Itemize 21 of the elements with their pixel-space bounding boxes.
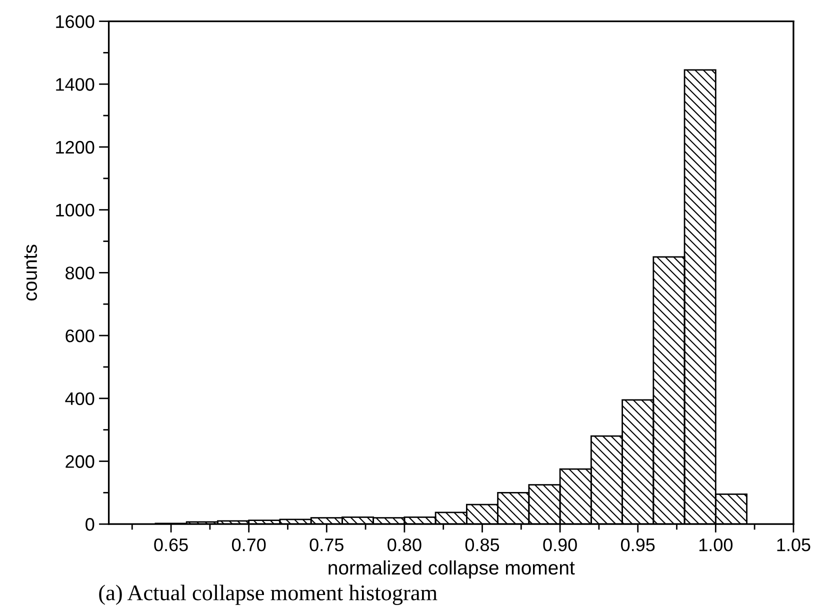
x-tick-label: 0.80 [388, 538, 422, 552]
x-tick-label: 1.00 [699, 538, 733, 552]
y-tick-label: 1600 [56, 15, 94, 28]
y-tick-label: 1000 [56, 204, 94, 217]
x-tick-label: 0.75 [310, 538, 344, 552]
y-tick-label: 400 [65, 392, 94, 406]
x-axis-title: normalized collapse moment [328, 560, 575, 578]
y-tick-label: 200 [66, 455, 94, 468]
x-tick-label: 0.85 [465, 538, 500, 552]
x-tick-label: 0.90 [543, 538, 577, 552]
y-tick-label: 0 [86, 518, 94, 531]
y-tick-label: 800 [66, 266, 94, 280]
y-tick-label: 1200 [56, 140, 94, 154]
x-tick-label: 1.05 [777, 538, 810, 552]
x-tick-label: 0.65 [154, 538, 188, 552]
x-tick-label: 0.70 [232, 538, 266, 552]
y-tick-label: 600 [66, 329, 94, 342]
y-tick-label: 1400 [56, 78, 94, 91]
text: (a) Actual collapse moment histogram [99, 584, 438, 605]
x-tick-label: 0.95 [620, 538, 655, 552]
y-axis-title: counts [24, 244, 38, 301]
